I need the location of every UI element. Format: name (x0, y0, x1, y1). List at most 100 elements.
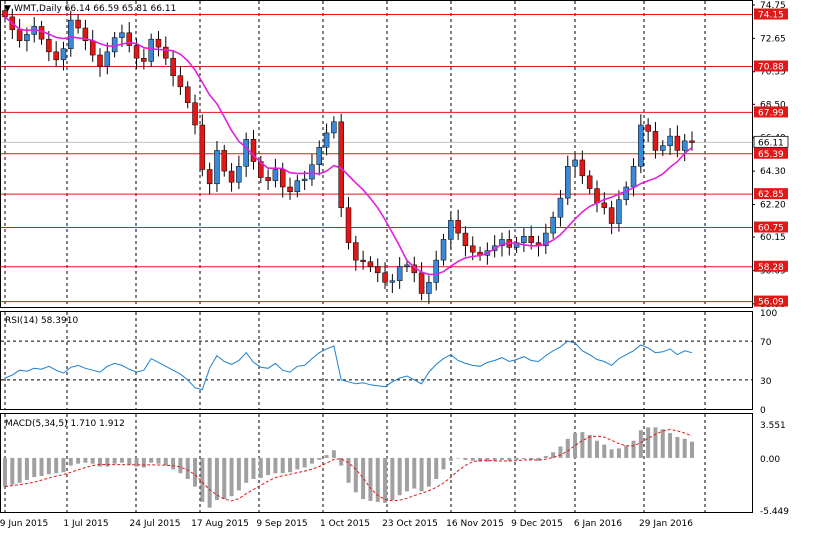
macd-histogram-bar (426, 457, 431, 487)
candle-body (572, 159, 578, 167)
candle-body (455, 220, 461, 234)
macd-histogram-bar (3, 457, 7, 487)
price-tick-label: 70.55 (760, 68, 786, 78)
candle-body (499, 239, 505, 247)
macd-histogram-bar (492, 457, 497, 461)
macd-histogram-bar (280, 457, 285, 474)
x-tick-label: 9 Dec 2015 (511, 519, 563, 529)
rsi-tick-label: 0 (760, 406, 766, 416)
candle-body (674, 135, 681, 151)
price-tick-label: 62.20 (760, 200, 786, 210)
macd-histogram-bar (580, 432, 585, 458)
candle-body (608, 207, 615, 224)
level-value-box (754, 188, 788, 200)
macd-histogram-bar (76, 457, 81, 464)
macd-histogram-bar (441, 457, 446, 470)
candle-body (543, 232, 549, 247)
macd-histogram-bar (90, 457, 95, 464)
candle-body (404, 264, 410, 267)
candle-body (528, 236, 534, 243)
candle-body (279, 169, 286, 188)
candle-body (389, 280, 396, 283)
candle-body (258, 161, 264, 178)
macd-histogram-bar (68, 457, 73, 466)
macd-histogram-bar (229, 457, 234, 497)
candle-body (462, 232, 469, 247)
macd-histogram-bar (295, 457, 300, 470)
level-value-label: 58.28 (758, 263, 784, 273)
macd-histogram-bar (551, 452, 556, 458)
macd-histogram-bar (98, 457, 103, 467)
macd-histogram-bar (668, 433, 673, 458)
candle-body (184, 86, 191, 103)
candle-body (24, 34, 30, 41)
candle-body (75, 19, 81, 29)
candle-body (68, 19, 74, 49)
candle-body (645, 124, 651, 132)
macd-histogram-bar (616, 448, 621, 458)
candle-body (426, 282, 432, 294)
candle-body (345, 207, 352, 243)
macd-histogram-bar (149, 457, 154, 463)
macd-histogram-bar (375, 457, 380, 502)
macd-histogram-bar (507, 457, 512, 461)
level-value-box (754, 8, 788, 20)
candles (2, 4, 695, 305)
last-price-box (753, 135, 789, 148)
macd-histogram-bar (273, 457, 278, 474)
x-tick-label: 16 Nov 2015 (446, 519, 504, 529)
level-value-label: 62.85 (758, 190, 784, 200)
macd-histogram-bar (609, 449, 614, 458)
candle-body (221, 150, 228, 172)
macd-histogram-bar (529, 457, 534, 460)
macd-histogram-bar (163, 457, 168, 466)
candle-body (565, 166, 571, 199)
price-tick-label: 72.65 (760, 34, 786, 44)
candle-body (119, 32, 125, 38)
macd-histogram-bar (331, 450, 336, 458)
candle-body (214, 150, 220, 185)
candle-body (199, 124, 206, 170)
candle-body (170, 57, 176, 76)
level-value-label: 67.99 (758, 108, 784, 118)
macd-tick-label: 3.551 (760, 421, 786, 431)
candle-body (126, 32, 132, 46)
price-tick-label: 60.15 (760, 233, 786, 243)
macd-histogram-bar (660, 429, 665, 458)
candle-body (243, 139, 249, 167)
macd-histogram-bar (244, 457, 249, 483)
candle-body (550, 216, 556, 234)
candle-body (331, 121, 337, 134)
candle-body (133, 45, 140, 59)
level-value-box (754, 106, 788, 118)
x-tick-label: 6 Jan 2016 (574, 519, 622, 529)
candle-body (309, 164, 315, 180)
candle-body (448, 220, 454, 240)
macd-histogram-bar (61, 457, 66, 473)
macd-histogram-bar (558, 446, 563, 458)
macd-histogram-bar (39, 457, 44, 477)
rsi-indicator: 100 70 30 0 (1, 309, 777, 416)
candle-body (382, 272, 388, 283)
macd-signal-line (4, 428, 693, 502)
candle-body (323, 132, 330, 148)
macd-histogram-bar (690, 441, 694, 458)
macd-histogram-bar (587, 434, 592, 458)
macd-histogram-bar (624, 445, 629, 458)
candle-body (148, 38, 154, 62)
macd-histogram-bar (404, 457, 409, 492)
macd-histogram-bar (448, 457, 453, 461)
moving-average-line (4, 16, 693, 276)
rsi-line (4, 340, 693, 391)
macd-histogram-bar (514, 457, 519, 460)
candle-body (667, 135, 673, 146)
candle-body (53, 51, 59, 61)
collapse-arrow-icon[interactable]: ▼ (4, 4, 11, 14)
macd-histogram-bar (288, 457, 293, 473)
candle-body (681, 140, 688, 151)
macd-histogram-bar (156, 457, 161, 464)
macd-histogram-bar (171, 457, 176, 470)
macd-histogram-bar (24, 457, 29, 480)
level-value-box (754, 221, 788, 233)
